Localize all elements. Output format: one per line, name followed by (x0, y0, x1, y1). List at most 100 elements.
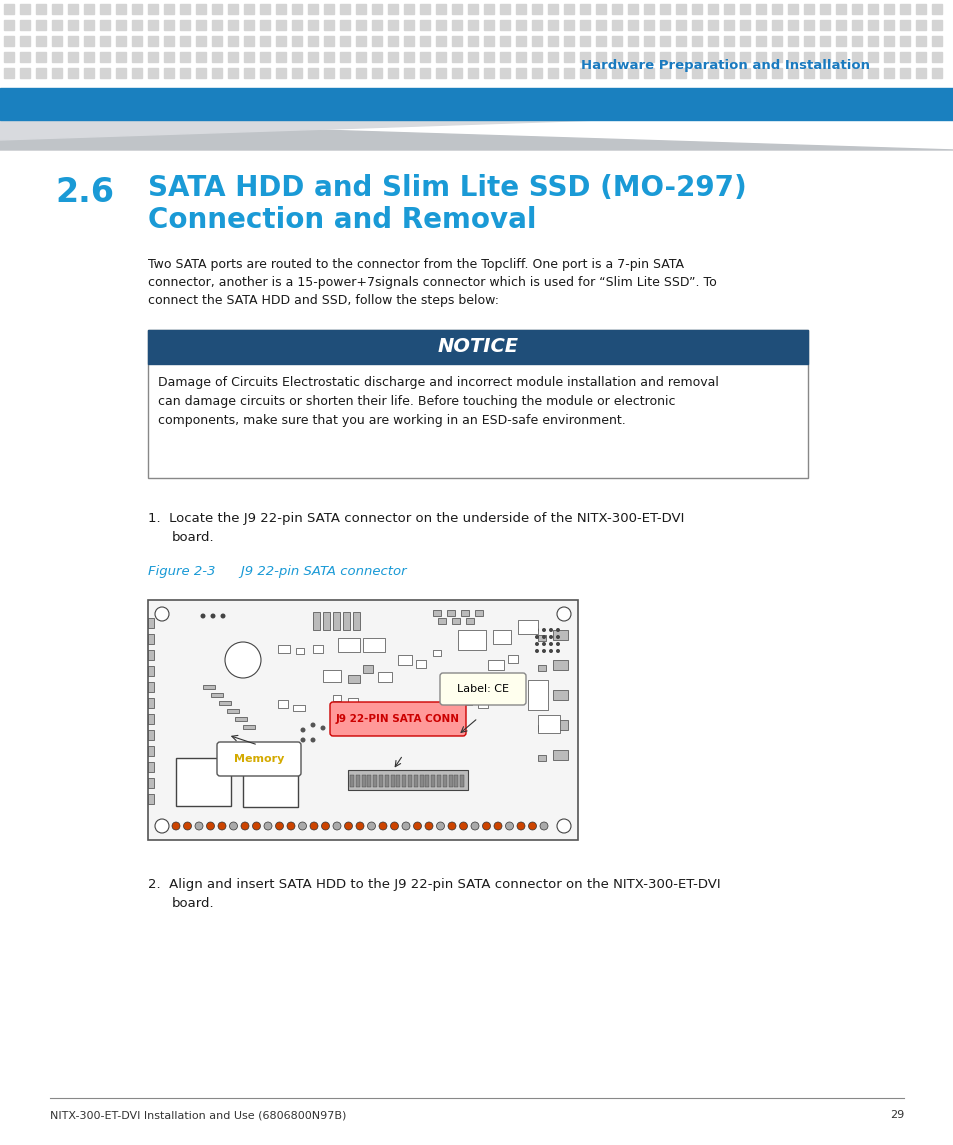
Bar (419, 68, 430, 78)
Circle shape (298, 822, 306, 830)
Polygon shape (0, 120, 599, 140)
Bar (787, 19, 797, 30)
Bar (148, 330, 807, 477)
Bar (388, 35, 397, 46)
Bar (419, 35, 430, 46)
Bar (148, 747, 153, 756)
Bar (100, 52, 110, 62)
Bar (20, 68, 30, 78)
Bar (431, 775, 435, 787)
Bar (596, 3, 605, 14)
Circle shape (517, 822, 524, 830)
Circle shape (557, 607, 571, 621)
Bar (308, 35, 317, 46)
Bar (867, 68, 877, 78)
Bar (175, 758, 231, 806)
Bar (353, 611, 359, 630)
Bar (116, 68, 126, 78)
Bar (477, 700, 488, 708)
Circle shape (556, 627, 559, 632)
Bar (820, 68, 829, 78)
Bar (707, 52, 718, 62)
Bar (820, 35, 829, 46)
Circle shape (424, 822, 433, 830)
Circle shape (401, 822, 410, 830)
Bar (339, 19, 350, 30)
Bar (20, 19, 30, 30)
Text: Connection and Removal: Connection and Removal (148, 206, 536, 234)
Bar (563, 68, 574, 78)
Bar (883, 3, 893, 14)
Bar (899, 68, 909, 78)
Bar (475, 610, 482, 616)
Bar (100, 19, 110, 30)
Bar (563, 35, 574, 46)
Bar (691, 19, 701, 30)
Bar (465, 618, 474, 624)
Text: Hardware Preparation and Installation: Hardware Preparation and Installation (580, 58, 869, 71)
Bar (835, 3, 845, 14)
Bar (851, 19, 862, 30)
Bar (132, 68, 142, 78)
Bar (436, 775, 440, 787)
Bar (324, 52, 334, 62)
Bar (36, 35, 46, 46)
Bar (516, 68, 525, 78)
Bar (457, 630, 485, 650)
Bar (396, 775, 400, 787)
Bar (36, 19, 46, 30)
Bar (4, 19, 14, 30)
Bar (553, 750, 567, 760)
Bar (707, 3, 718, 14)
Bar (596, 35, 605, 46)
Circle shape (535, 649, 538, 653)
Bar (292, 52, 302, 62)
Bar (452, 35, 461, 46)
Bar (203, 685, 214, 689)
Bar (425, 775, 429, 787)
Text: board.: board. (172, 897, 214, 910)
Bar (148, 666, 153, 676)
Bar (883, 68, 893, 78)
Bar (579, 35, 589, 46)
Bar (195, 52, 206, 62)
Circle shape (528, 822, 536, 830)
Bar (627, 19, 638, 30)
Bar (148, 19, 158, 30)
Bar (164, 19, 173, 30)
Bar (459, 775, 464, 787)
Bar (275, 3, 286, 14)
Bar (612, 3, 621, 14)
Bar (313, 611, 319, 630)
Bar (740, 68, 749, 78)
Circle shape (310, 822, 317, 830)
Bar (416, 660, 426, 668)
Bar (436, 52, 446, 62)
Bar (100, 68, 110, 78)
Bar (483, 19, 494, 30)
Bar (532, 52, 541, 62)
Text: connector, another is a 15-power+7signals connector which is used for “Slim Lite: connector, another is a 15-power+7signal… (148, 276, 716, 289)
Circle shape (344, 822, 352, 830)
Circle shape (154, 607, 169, 621)
Bar (468, 35, 477, 46)
Bar (164, 68, 173, 78)
Bar (260, 19, 270, 30)
Bar (899, 35, 909, 46)
Circle shape (206, 822, 214, 830)
Bar (468, 19, 477, 30)
Bar (883, 35, 893, 46)
Bar (553, 660, 567, 670)
Bar (116, 3, 126, 14)
Circle shape (378, 822, 387, 830)
Bar (390, 775, 395, 787)
Bar (4, 3, 14, 14)
Bar (419, 52, 430, 62)
Circle shape (541, 649, 545, 653)
Bar (419, 775, 423, 787)
Bar (579, 68, 589, 78)
Circle shape (541, 627, 545, 632)
Bar (499, 3, 510, 14)
Bar (596, 68, 605, 78)
Bar (68, 3, 78, 14)
